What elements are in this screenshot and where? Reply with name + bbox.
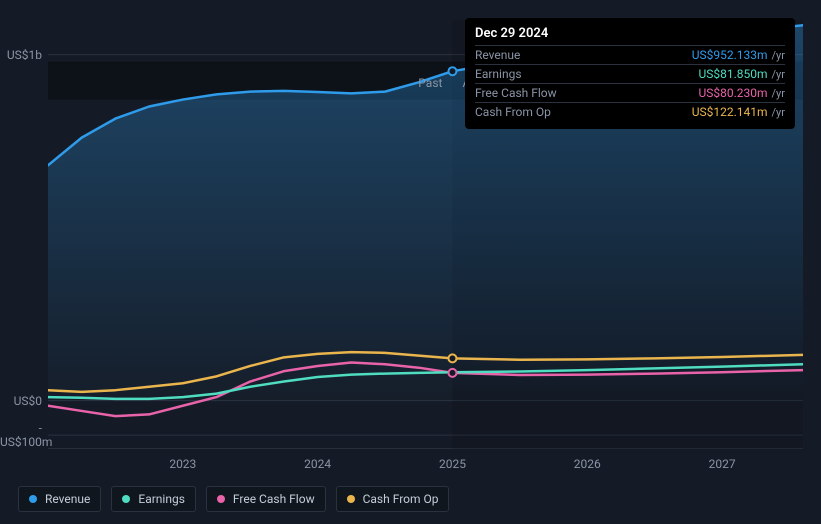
y-axis-tick: -US$100m bbox=[0, 421, 48, 449]
tooltip-metric-value: US$952.133m/yr bbox=[692, 48, 785, 62]
y-axis-tick: US$1b bbox=[0, 48, 48, 62]
section-label-past: Past bbox=[418, 76, 442, 90]
legend-dot-icon bbox=[347, 495, 355, 503]
legend-dot-icon bbox=[217, 495, 225, 503]
legend-label: Cash From Op bbox=[363, 492, 439, 506]
y-axis-tick: US$0 bbox=[0, 394, 48, 408]
tooltip-metric-value: US$80.230m/yr bbox=[698, 86, 785, 100]
x-axis-tick: 2025 bbox=[439, 457, 466, 471]
legend-label: Earnings bbox=[138, 492, 185, 506]
legend-dot-icon bbox=[122, 495, 130, 503]
tooltip-metric-label: Revenue bbox=[475, 48, 520, 62]
tooltip-row: Cash From Op US$122.141m/yr bbox=[475, 102, 785, 121]
legend-label: Revenue bbox=[45, 492, 90, 506]
tooltip-metric-value: US$81.850m/yr bbox=[698, 67, 785, 81]
legend-dot-icon bbox=[29, 495, 37, 503]
legend-item-earnings[interactable]: Earnings bbox=[111, 486, 196, 512]
chart-tooltip: Dec 29 2024 Revenue US$952.133m/yr Earning… bbox=[465, 18, 795, 129]
legend-item-free-cash-flow[interactable]: Free Cash Flow bbox=[206, 486, 326, 512]
legend-item-cash-from-op[interactable]: Cash From Op bbox=[336, 486, 450, 512]
tooltip-metric-label: Cash From Op bbox=[475, 105, 551, 119]
x-axis-tick: 2024 bbox=[304, 457, 331, 471]
tooltip-title: Dec 29 2024 bbox=[475, 26, 785, 41]
legend-label: Free Cash Flow bbox=[233, 492, 315, 506]
x-axis-tick: 2026 bbox=[574, 457, 601, 471]
legend-item-revenue[interactable]: Revenue bbox=[18, 486, 101, 512]
tooltip-row: Earnings US$81.850m/yr bbox=[475, 64, 785, 83]
tooltip-row: Revenue US$952.133m/yr bbox=[475, 45, 785, 64]
chart-legend: Revenue Earnings Free Cash Flow Cash From O… bbox=[18, 486, 449, 512]
financial-chart: US$1b US$0 -US$100m 2023 2024 2025 2026 2027 P… bbox=[0, 0, 821, 524]
tooltip-metric-label: Free Cash Flow bbox=[475, 86, 557, 100]
x-axis-tick: 2027 bbox=[709, 457, 736, 471]
tooltip-row: Free Cash Flow US$80.230m/yr bbox=[475, 83, 785, 102]
x-axis-tick: 2023 bbox=[169, 457, 196, 471]
tooltip-metric-value: US$122.141m/yr bbox=[692, 105, 785, 119]
tooltip-metric-label: Earnings bbox=[475, 67, 522, 81]
